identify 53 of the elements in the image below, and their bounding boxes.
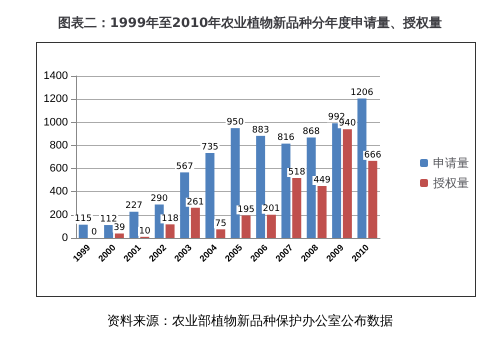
data-label: 201 (262, 204, 280, 214)
bar (104, 225, 114, 238)
bar (242, 215, 251, 238)
data-label: 0 (91, 228, 98, 238)
data-label: 195 (237, 204, 255, 215)
y-tick-label: 1400 (44, 70, 68, 82)
data-label: 290 (150, 194, 168, 204)
y-tick-label: 200 (50, 208, 68, 221)
bar (292, 178, 302, 238)
bar (216, 229, 226, 238)
legend-label: 申请量 (433, 156, 469, 170)
bar (114, 233, 124, 238)
data-label: 449 (313, 176, 331, 186)
bar (357, 98, 366, 238)
y-tick-label: 800 (50, 139, 68, 152)
data-label: 115 (74, 214, 92, 224)
data-label: 666 (364, 150, 382, 160)
legend-label: 授权量 (433, 176, 469, 190)
data-label: 227 (125, 201, 143, 212)
bar (368, 160, 378, 238)
data-label: 75 (215, 218, 226, 229)
data-label: 735 (201, 142, 219, 152)
data-label: 261 (186, 197, 204, 208)
data-label: 816 (277, 133, 295, 144)
data-label: 883 (252, 125, 270, 136)
data-label: 1206 (350, 88, 374, 98)
data-label: 10 (139, 226, 151, 236)
y-tick-label: 1200 (44, 93, 68, 106)
bar (78, 224, 88, 238)
bar (230, 128, 240, 238)
bar (342, 129, 352, 238)
data-label: 518 (288, 168, 306, 178)
bar (166, 224, 175, 238)
data-label: 950 (226, 118, 244, 128)
y-tick-label: 0 (62, 232, 68, 244)
y-tick-label: 400 (50, 186, 68, 198)
bar (129, 212, 138, 238)
bar (306, 138, 316, 238)
y-tick-label: 600 (50, 162, 68, 175)
data-label: 118 (161, 214, 179, 224)
chart-title: 图表二：1999年至2010年农业植物新品种分年度申请量、授权量 (58, 15, 442, 31)
bar (281, 144, 290, 238)
text: 资料来源：农业部植物新品种保护办公室公布数据 (107, 313, 393, 329)
data-label: 940 (338, 118, 356, 129)
data-label: 567 (176, 162, 194, 172)
bar (205, 152, 214, 238)
y-tick-label: 1000 (44, 116, 68, 128)
bar (190, 208, 200, 238)
data-label: 39 (114, 222, 126, 233)
bar (318, 186, 327, 238)
data-label: 868 (302, 127, 320, 138)
bar (266, 214, 276, 238)
data-label: 112 (100, 214, 118, 225)
